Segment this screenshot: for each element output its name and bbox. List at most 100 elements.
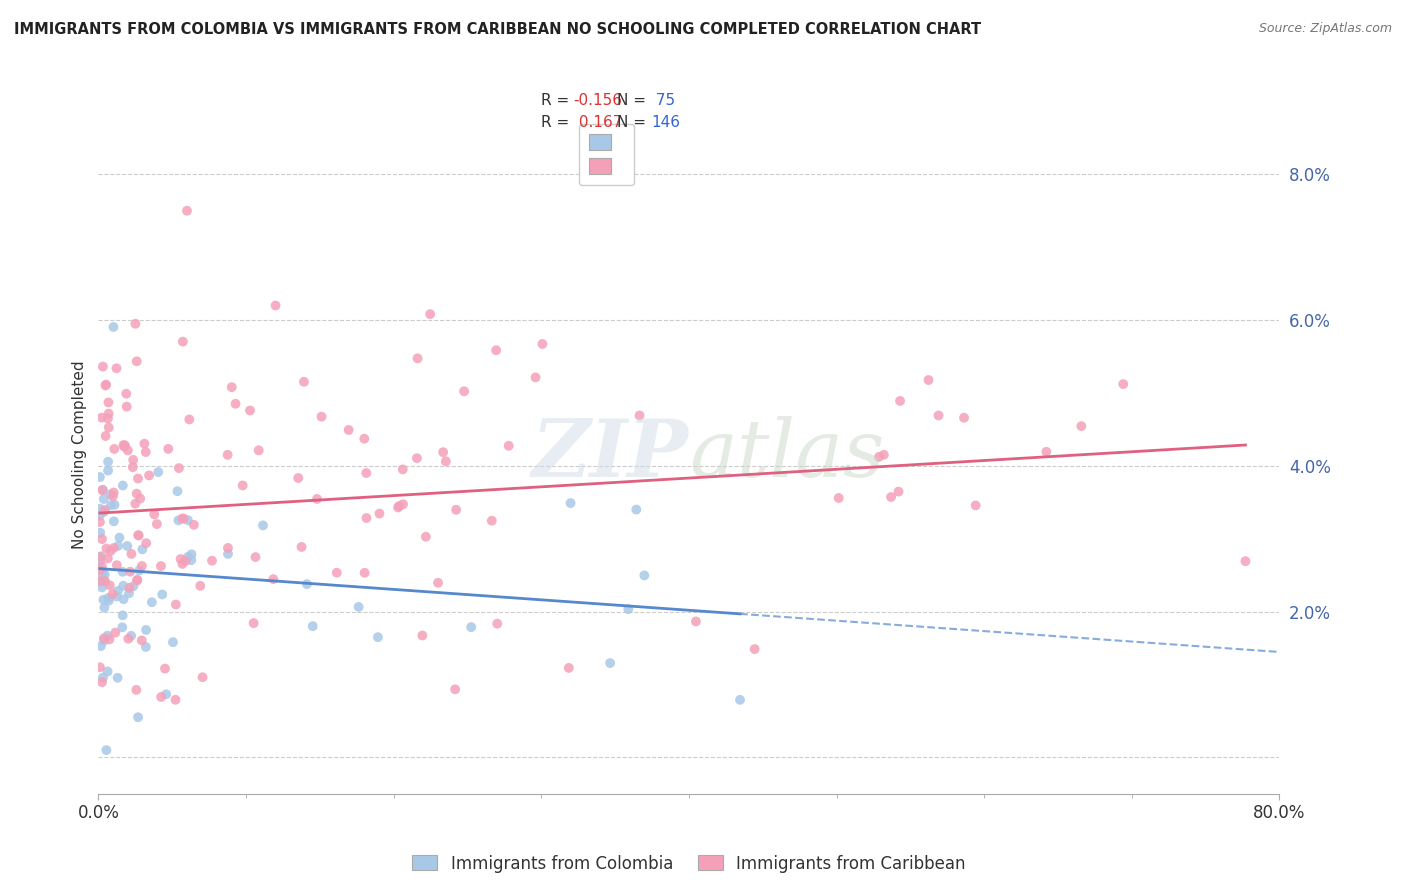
Point (98, 578, 121, 592)
Point (295, 577, 318, 591)
Point (326, 566, 349, 580)
Point (176, 203, 198, 218)
Point (889, 393, 911, 408)
Point (103, 442, 125, 456)
Point (138, 468, 160, 483)
Point (97, 411, 120, 425)
Point (107, 583, 129, 598)
Point (89, 470, 111, 484)
Point (356, 511, 378, 525)
Point (117, 632, 139, 646)
Point (419, 307, 441, 321)
Point (965, 499, 987, 513)
Point (90, 559, 112, 574)
Point (301, 619, 323, 633)
Point (125, 486, 148, 500)
Point (728, 693, 751, 707)
Text: Source: ZipAtlas.com: Source: ZipAtlas.com (1258, 22, 1392, 36)
Point (201, 554, 224, 568)
Point (617, 602, 640, 616)
Point (89, 515, 111, 529)
Point (127, 710, 149, 724)
Point (94, 377, 117, 392)
Point (115, 400, 138, 414)
Point (524, 370, 547, 384)
Point (122, 579, 145, 593)
Point (94, 429, 117, 443)
Point (124, 497, 146, 511)
Point (114, 438, 136, 452)
Point (105, 361, 128, 376)
Point (117, 443, 139, 458)
Point (387, 500, 409, 515)
Point (124, 317, 146, 331)
Point (91, 532, 114, 546)
Point (105, 558, 128, 573)
Point (94, 567, 117, 582)
Point (406, 451, 429, 466)
Point (188, 579, 211, 593)
Point (148, 465, 170, 479)
Point (111, 620, 134, 634)
Point (1234, 554, 1257, 568)
Point (120, 629, 142, 643)
Point (97, 593, 120, 607)
Point (111, 608, 134, 623)
Text: 146: 146 (651, 115, 681, 129)
Point (953, 410, 976, 425)
Point (127, 528, 149, 542)
Point (89, 574, 111, 588)
Y-axis label: No Schooling Completed: No Schooling Completed (72, 360, 87, 549)
Point (97, 665, 120, 679)
Point (127, 573, 149, 587)
Point (311, 409, 333, 424)
Text: 75: 75 (651, 94, 675, 108)
Point (150, 587, 173, 601)
Point (406, 351, 429, 366)
Point (112, 440, 135, 454)
Point (427, 575, 450, 590)
Point (172, 334, 194, 349)
Point (353, 566, 375, 580)
Point (290, 540, 312, 554)
Point (120, 547, 142, 561)
Point (97, 407, 120, 421)
Point (628, 409, 651, 423)
Point (167, 513, 190, 527)
Point (217, 448, 239, 462)
Point (89, 563, 111, 577)
Point (105, 590, 128, 604)
Point (481, 514, 503, 528)
Point (90, 639, 112, 653)
Point (356, 466, 378, 480)
Point (91, 483, 114, 497)
Text: N =: N = (617, 94, 651, 108)
Point (391, 462, 413, 476)
Point (112, 438, 135, 452)
Point (90, 581, 112, 595)
Point (91, 359, 114, 374)
Point (100, 544, 122, 558)
Point (89, 508, 111, 523)
Point (685, 615, 707, 629)
Point (169, 552, 191, 566)
Point (108, 531, 131, 545)
Point (91, 671, 114, 685)
Point (453, 384, 475, 399)
Point (91, 483, 114, 497)
Point (90, 410, 112, 425)
Point (167, 461, 190, 475)
Point (93, 633, 115, 648)
Point (93, 632, 115, 646)
Point (172, 511, 194, 525)
Point (432, 445, 454, 459)
Point (129, 491, 152, 506)
Point (434, 454, 457, 468)
Point (460, 620, 482, 634)
Point (367, 630, 389, 644)
Point (242, 616, 264, 631)
Point (599, 656, 621, 670)
Point (531, 337, 554, 351)
Point (135, 623, 157, 637)
Point (485, 343, 508, 358)
